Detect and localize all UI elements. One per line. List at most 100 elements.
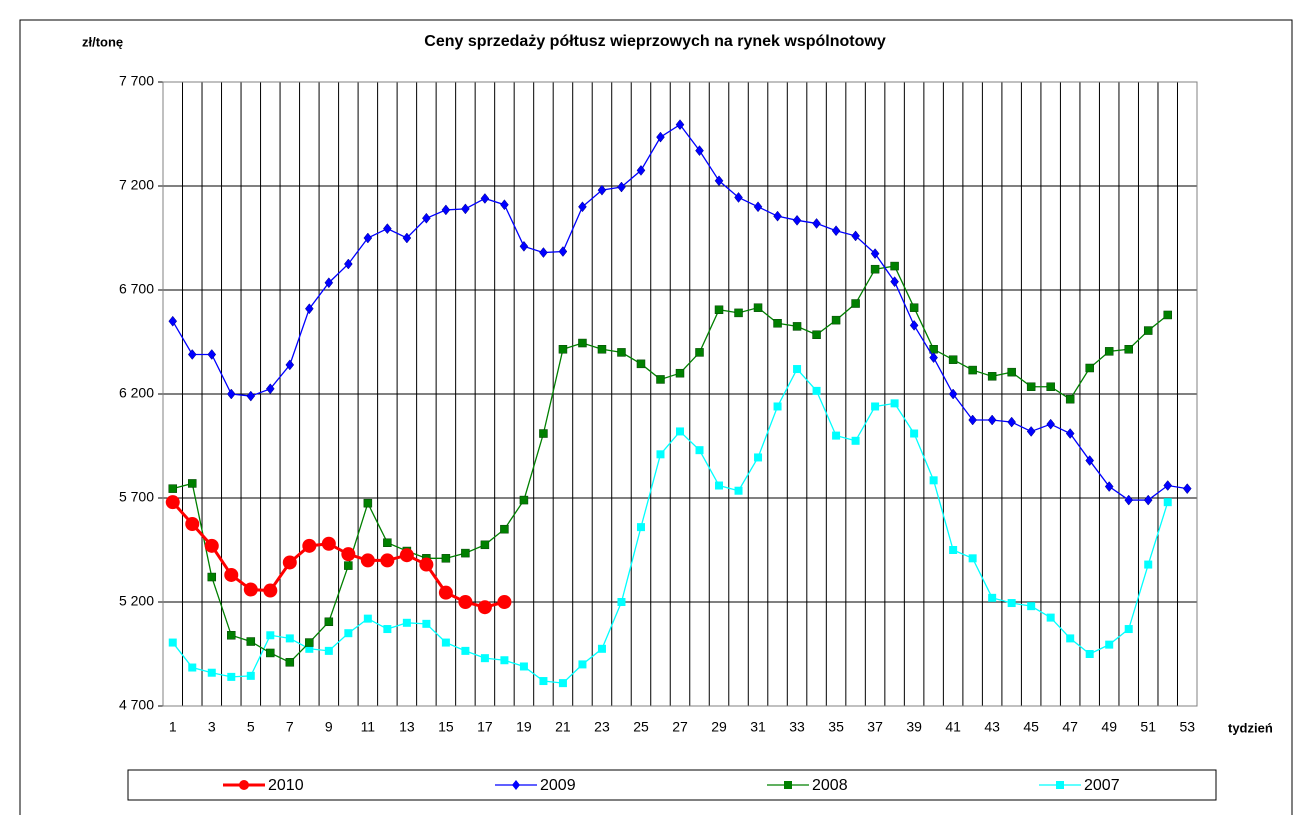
point: [1066, 634, 1075, 643]
point: [851, 230, 860, 242]
point: [656, 450, 665, 459]
point: [1163, 480, 1173, 491]
point: [831, 315, 841, 325]
point: [773, 319, 782, 328]
point: [831, 225, 841, 237]
point: [1182, 483, 1192, 495]
point: [500, 656, 509, 665]
point: [480, 654, 489, 663]
point: [207, 349, 217, 360]
point: [734, 308, 743, 318]
point: [383, 538, 392, 547]
point: [461, 548, 470, 558]
point: [1144, 560, 1153, 569]
point: [676, 427, 684, 436]
point: [246, 390, 256, 402]
point: [266, 648, 275, 658]
point: [909, 303, 919, 312]
point: [1026, 426, 1036, 437]
x-tick-label: 33: [789, 719, 805, 735]
point: [188, 479, 197, 488]
plot-border: [162, 81, 1198, 707]
point: [480, 193, 490, 204]
point: [477, 600, 492, 615]
point: [187, 349, 197, 360]
point: [695, 348, 704, 357]
point: [168, 638, 177, 647]
point: [360, 553, 375, 568]
point: [341, 547, 356, 562]
legend-label: 2009: [540, 777, 576, 794]
point: [832, 431, 841, 440]
y-tick-label: 4 700: [119, 697, 154, 713]
point: [968, 554, 977, 563]
point: [871, 402, 880, 411]
x-tick-label: 39: [906, 719, 922, 735]
point: [597, 345, 607, 354]
point: [500, 524, 509, 534]
point: [714, 175, 724, 187]
point: [968, 414, 977, 426]
legend-marker: [784, 781, 792, 789]
point: [675, 119, 685, 131]
x-tick-label: 53: [1179, 719, 1195, 735]
point: [948, 388, 958, 400]
point: [1163, 498, 1172, 507]
point: [792, 214, 802, 226]
legend-marker: [1056, 781, 1064, 789]
x-tick-label: 27: [672, 719, 688, 735]
x-tick-label: 43: [984, 719, 1000, 735]
point: [1007, 416, 1016, 428]
legend-label: 2008: [812, 777, 848, 794]
x-tick-label: 21: [555, 719, 571, 735]
point: [578, 338, 587, 348]
x-tick-label: 9: [325, 719, 333, 735]
y-tick-label: 7 700: [119, 73, 154, 89]
point: [1085, 650, 1094, 658]
point: [344, 561, 353, 570]
point: [302, 538, 317, 553]
point: [1124, 494, 1134, 506]
point: [539, 247, 548, 258]
point: [949, 546, 958, 554]
point: [246, 637, 256, 646]
point: [636, 359, 646, 369]
x-tick-label: 29: [711, 719, 727, 735]
x-tick-label: 17: [477, 719, 493, 735]
legend-label: 2010: [268, 777, 304, 794]
point: [617, 348, 626, 357]
legend-marker: [239, 780, 249, 790]
point: [812, 218, 821, 229]
point: [558, 345, 568, 354]
point: [578, 660, 587, 669]
point: [617, 181, 626, 193]
point: [870, 248, 880, 260]
point: [1046, 613, 1055, 622]
x-tick-label: 25: [633, 719, 649, 735]
x-axis-label: tydzień: [1228, 720, 1273, 735]
point: [1046, 382, 1055, 391]
point: [1104, 347, 1114, 356]
point: [1163, 310, 1172, 320]
point: [734, 486, 743, 495]
point: [383, 223, 392, 235]
x-tick-label: 23: [594, 719, 610, 735]
y-tick-label: 6 200: [119, 385, 154, 401]
point: [988, 593, 997, 602]
point: [851, 436, 860, 445]
point: [168, 315, 178, 327]
point: [597, 644, 606, 653]
point: [1143, 494, 1153, 506]
y-tick-label: 5 200: [119, 593, 154, 609]
point: [909, 319, 919, 331]
point: [753, 201, 763, 213]
point: [539, 429, 548, 438]
point: [441, 638, 450, 647]
point: [812, 386, 821, 395]
point: [1046, 418, 1056, 430]
point: [793, 365, 802, 374]
point: [402, 618, 411, 627]
y-tick-label: 6 700: [119, 281, 154, 297]
point: [1085, 363, 1094, 373]
